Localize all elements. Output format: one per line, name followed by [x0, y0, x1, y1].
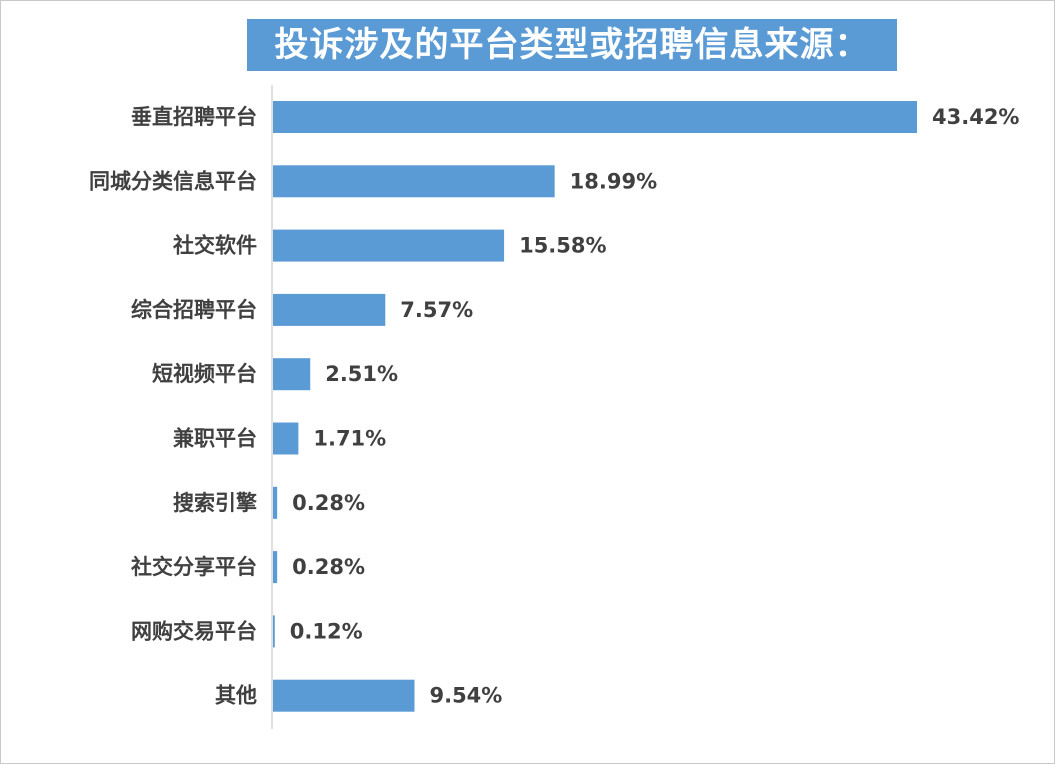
bar: [273, 486, 278, 519]
category-label: 兼职平台: [173, 427, 257, 451]
category-label: 垂直招聘平台: [131, 105, 257, 129]
bar: [273, 358, 311, 391]
bar: [273, 101, 917, 133]
category-label: 网购交易平台: [131, 619, 257, 643]
value-label: 43.42%: [932, 105, 1019, 129]
value-label: 18.99%: [570, 169, 657, 193]
value-label: 9.54%: [429, 684, 502, 708]
category-label: 其他: [215, 684, 257, 708]
bar: [273, 615, 275, 648]
chart-title: 投诉涉及的平台类型或招聘信息来源：: [247, 19, 897, 71]
value-label: 7.57%: [400, 298, 473, 322]
bar: [273, 422, 299, 455]
category-label: 搜索引擎: [173, 491, 257, 515]
bar: [273, 679, 415, 712]
category-label: 社交分享平台: [130, 555, 257, 579]
value-label: 0.28%: [292, 491, 365, 515]
category-label: 短视频平台: [152, 362, 257, 386]
category-label: 社交软件: [172, 234, 257, 258]
value-label: 1.71%: [313, 427, 386, 451]
category-label: 同城分类信息平台: [89, 169, 257, 193]
value-label: 2.51%: [325, 362, 398, 386]
value-label: 0.12%: [290, 619, 363, 643]
value-label: 0.28%: [292, 555, 365, 579]
bar: [273, 551, 278, 584]
value-label: 15.58%: [519, 234, 606, 258]
bar: [273, 293, 386, 326]
category-label: 综合招聘平台: [131, 298, 257, 322]
bar: [273, 229, 505, 262]
bar: [273, 165, 555, 198]
